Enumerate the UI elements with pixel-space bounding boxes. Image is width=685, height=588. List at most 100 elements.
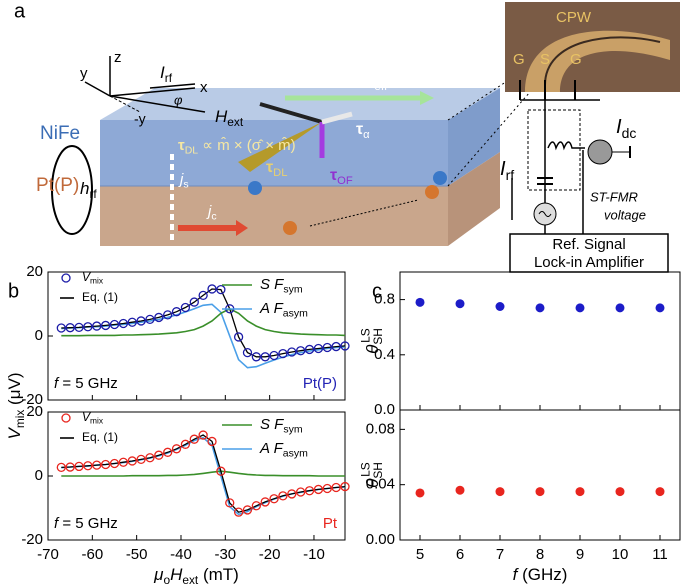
text-segment: f [54, 375, 60, 392]
text-segment: V [82, 410, 91, 424]
data-point [145, 314, 155, 325]
data-point [455, 299, 465, 309]
label: js [178, 171, 189, 190]
data-point [180, 439, 191, 449]
data-point [296, 346, 306, 356]
spin [425, 185, 439, 199]
legend-label: A Fasym [259, 300, 308, 319]
panel-label: a [14, 0, 26, 22]
data-point [198, 430, 208, 440]
data-point [145, 453, 155, 463]
x-tick-label: -10 [303, 546, 325, 563]
data-point [180, 302, 191, 313]
panel-label: c [372, 280, 382, 302]
data-point [136, 454, 146, 465]
text-segment: mix [90, 416, 104, 426]
data-point [313, 484, 324, 495]
data-point [242, 347, 253, 358]
angle-label: φ [174, 92, 183, 107]
sample-diagram [51, 56, 531, 246]
data-point [154, 312, 164, 323]
text-segment: μ [153, 565, 164, 584]
text-segment: DL [185, 144, 199, 156]
data-point [100, 320, 111, 331]
text-segment: θ [363, 478, 382, 488]
y-tick-label: 20 [26, 263, 43, 280]
text-segment: ∝ m̂ × (σ̂ × m̂) [198, 136, 295, 153]
pt-layer [100, 186, 448, 246]
data-point [287, 347, 297, 357]
bias-tee [527, 109, 581, 191]
text-segment: = 5 GHz [58, 515, 118, 532]
legend-label: S Fsym [260, 276, 303, 295]
text-segment: τ [266, 159, 273, 176]
pad-label: G [570, 51, 582, 68]
text-segment: SH [371, 462, 385, 479]
label: Irf [160, 63, 173, 85]
data-point [269, 494, 279, 504]
circuit-diagram [505, 2, 680, 273]
y-axis-label: θSHLS [358, 328, 385, 354]
text-segment: o [163, 573, 170, 587]
amp-label: Ref. Signal [552, 236, 625, 253]
text-segment: f [513, 565, 520, 584]
sine-symbol [538, 211, 552, 217]
data-point [495, 302, 505, 311]
data-point [74, 461, 84, 472]
text-segment: I [500, 158, 506, 180]
data-point [225, 498, 235, 508]
text-segment: τ [356, 121, 363, 138]
legend-label: A Fasym [259, 440, 308, 459]
text-segment: mix [13, 410, 27, 429]
text-segment: τ [330, 167, 337, 184]
text-segment: ext [182, 573, 199, 587]
legend-label: Eq. (1) [82, 430, 118, 444]
data-point [340, 481, 350, 492]
data-point [615, 303, 625, 313]
annotation: f = 5 GHz [54, 515, 118, 532]
text-segment: s [183, 178, 188, 190]
data-point [109, 319, 120, 330]
y-tick-label: 0 [35, 327, 43, 344]
series-line [61, 470, 345, 477]
data-point [118, 457, 129, 467]
data-point [495, 487, 505, 497]
data-point [171, 307, 182, 317]
label: jc [206, 203, 217, 222]
data-point [655, 487, 665, 497]
data-point [56, 462, 66, 473]
text-segment: asym [283, 307, 308, 319]
text-segment: j [178, 171, 184, 188]
annotation: Pt(P) [303, 375, 337, 392]
dc-source [587, 139, 613, 165]
data-point [100, 459, 111, 470]
axis-x [109, 87, 196, 97]
text-segment: (mT) [198, 565, 239, 584]
text-segment: τ [178, 137, 185, 154]
legend-label: S Fsym [260, 416, 303, 435]
label: Idc [616, 116, 636, 140]
axis-neg-y [109, 95, 141, 113]
data-point [415, 297, 425, 307]
series-line [61, 434, 346, 513]
text-segment: A F [259, 440, 284, 457]
x-tick-label: 8 [536, 546, 544, 563]
label: τDL ∝ m̂ × (σ̂ × m̂) [178, 136, 296, 156]
zoom-line [447, 91, 531, 187]
legend-marker [61, 273, 71, 283]
spin [433, 171, 447, 185]
panel-label: b [8, 280, 19, 302]
data-point [575, 487, 585, 497]
text-segment: H [215, 107, 228, 126]
chart: -20 0 20 -70 -60 -50 -40 -30 -20 -10 Vmix Eq. (1) S … [21, 403, 350, 587]
data-point [136, 316, 146, 326]
data-point [304, 344, 315, 355]
lock-in-box [509, 233, 669, 273]
data-point [331, 341, 341, 352]
cpw-gap [544, 36, 661, 86]
chart: 0.0 0.4 0.8 θSHLS [358, 271, 681, 418]
data-point [216, 284, 226, 295]
data-point [65, 323, 75, 333]
